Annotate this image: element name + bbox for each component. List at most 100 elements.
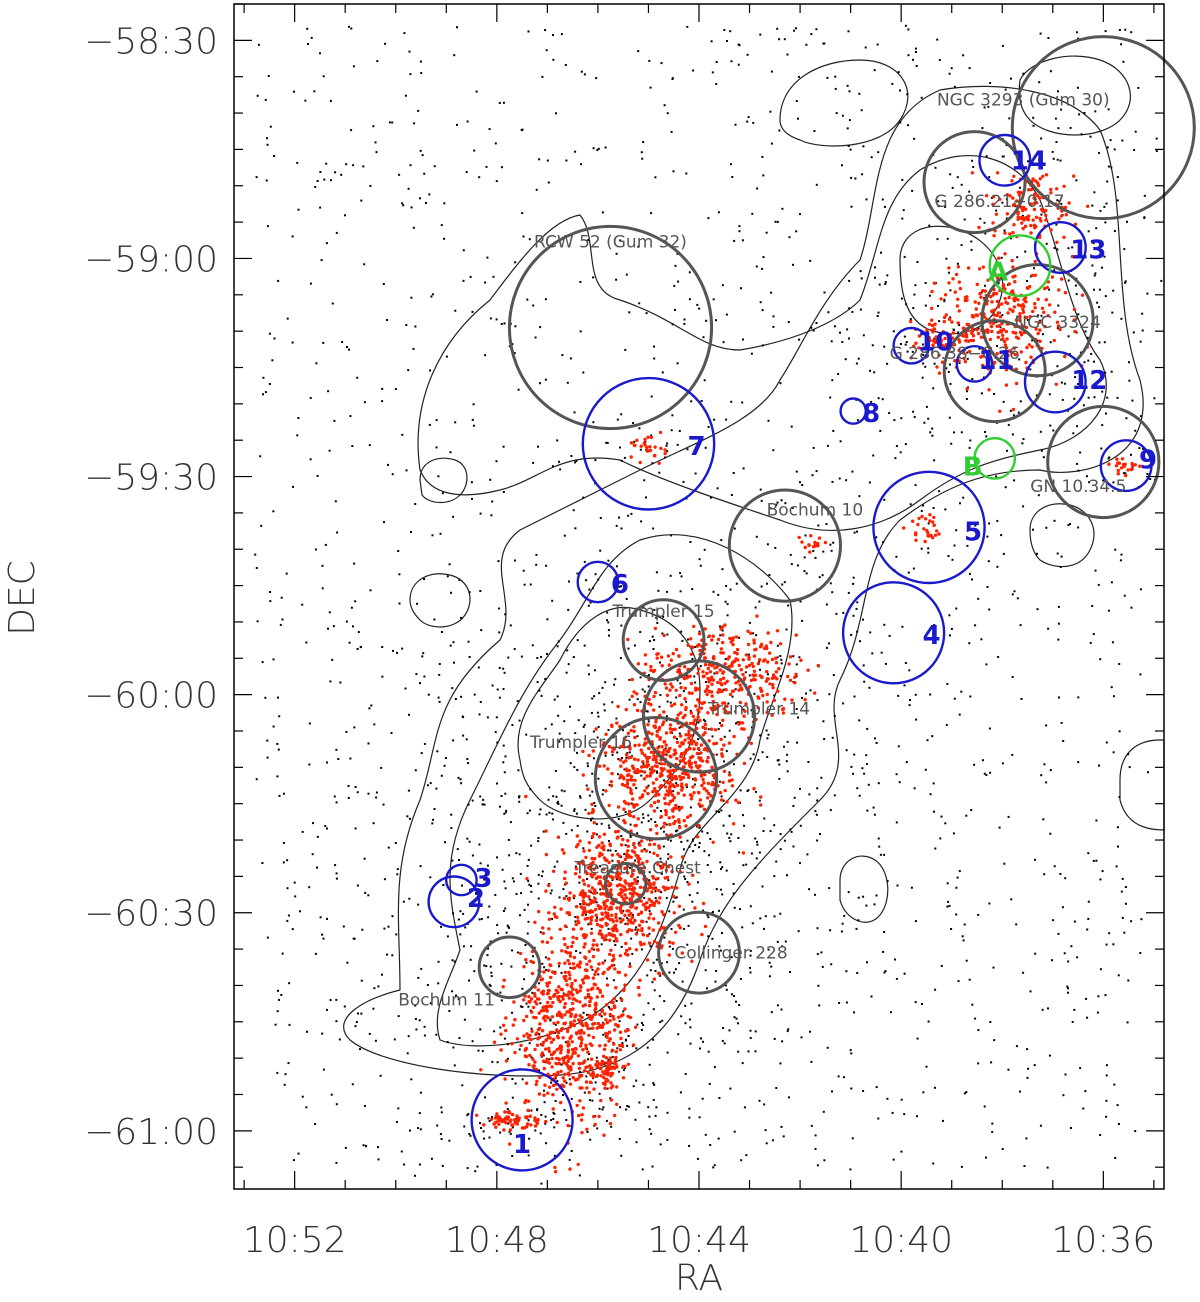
- field-point: [546, 618, 549, 621]
- field-point: [805, 702, 807, 705]
- member-point: [602, 1076, 606, 1080]
- member-point: [647, 697, 651, 702]
- field-point: [1143, 217, 1146, 220]
- field-point: [965, 398, 968, 400]
- field-point: [607, 621, 610, 624]
- field-point: [996, 519, 999, 522]
- field-point: [733, 906, 736, 909]
- field-point: [575, 950, 578, 952]
- member-point: [643, 789, 647, 793]
- field-point: [949, 634, 951, 637]
- field-point: [326, 917, 328, 920]
- field-point: [1097, 995, 1100, 998]
- member-point: [676, 713, 680, 717]
- field-point: [627, 1105, 630, 1108]
- member-point: [607, 860, 611, 865]
- field-point: [848, 90, 851, 93]
- field-point: [639, 631, 642, 633]
- member-point: [533, 1060, 537, 1064]
- member-point: [1021, 310, 1026, 315]
- field-point: [916, 1037, 919, 1040]
- member-point: [698, 718, 702, 723]
- member-point: [623, 1064, 627, 1069]
- field-point: [323, 178, 326, 181]
- field-point: [404, 94, 407, 97]
- field-point: [718, 1097, 721, 1099]
- field-point: [540, 655, 542, 658]
- field-point: [716, 487, 719, 490]
- member-point: [638, 843, 642, 847]
- field-point: [1022, 971, 1025, 974]
- member-point: [647, 746, 651, 751]
- field-point: [527, 920, 530, 923]
- field-point: [720, 795, 723, 798]
- member-point: [640, 765, 644, 769]
- member-point: [738, 700, 743, 705]
- member-point: [626, 731, 631, 735]
- field-point: [1045, 526, 1048, 529]
- field-point: [1106, 180, 1109, 183]
- member-point: [628, 947, 632, 951]
- member-point: [696, 687, 700, 691]
- member-point: [559, 1100, 563, 1105]
- field-point: [602, 1033, 605, 1036]
- member-point: [672, 796, 677, 800]
- field-point: [518, 719, 521, 722]
- field-point: [818, 1004, 821, 1007]
- member-point: [616, 859, 620, 864]
- field-point: [391, 121, 394, 124]
- field-point: [805, 43, 808, 46]
- field-point: [718, 722, 721, 724]
- field-point: [531, 991, 534, 994]
- member-point: [553, 1170, 558, 1174]
- contour-line: [409, 573, 471, 628]
- field-point: [311, 853, 314, 856]
- field-point: [949, 289, 952, 292]
- field-point: [761, 309, 764, 312]
- member-point: [725, 704, 729, 708]
- member-point: [806, 668, 810, 672]
- field-point: [740, 287, 742, 290]
- member-point: [663, 801, 668, 806]
- member-point: [716, 680, 720, 685]
- field-point: [407, 187, 410, 190]
- field-point: [626, 1105, 629, 1107]
- field-point: [956, 876, 959, 879]
- member-point: [553, 1165, 557, 1170]
- field-point: [1016, 597, 1019, 600]
- field-point: [363, 857, 366, 860]
- field-point: [1140, 918, 1143, 921]
- field-point: [1098, 764, 1100, 767]
- member-point: [624, 896, 628, 900]
- field-point: [699, 805, 702, 808]
- field-point: [775, 1087, 778, 1089]
- member-point: [706, 755, 710, 760]
- field-point: [335, 998, 338, 1001]
- field-point: [642, 605, 645, 608]
- field-point: [483, 803, 486, 806]
- field-point: [666, 1138, 669, 1141]
- field-point: [965, 814, 968, 817]
- field-point: [944, 508, 947, 511]
- member-point: [624, 752, 629, 757]
- field-point: [546, 653, 548, 655]
- member-point: [594, 727, 598, 731]
- field-point: [1067, 987, 1069, 990]
- member-point: [679, 754, 683, 759]
- field-point: [913, 137, 916, 140]
- field-point: [740, 1159, 743, 1162]
- member-point: [664, 808, 668, 813]
- member-point: [550, 1056, 554, 1061]
- member-point: [581, 1106, 586, 1110]
- field-point: [868, 686, 871, 689]
- member-point: [536, 1027, 541, 1032]
- field-point: [417, 1127, 419, 1130]
- member-point: [612, 1028, 617, 1032]
- field-point: [708, 854, 711, 857]
- field-point: [648, 1128, 651, 1131]
- field-point: [335, 1020, 338, 1023]
- member-point: [760, 675, 764, 679]
- field-point: [652, 1098, 655, 1101]
- field-point: [799, 824, 802, 827]
- field-point: [264, 98, 267, 101]
